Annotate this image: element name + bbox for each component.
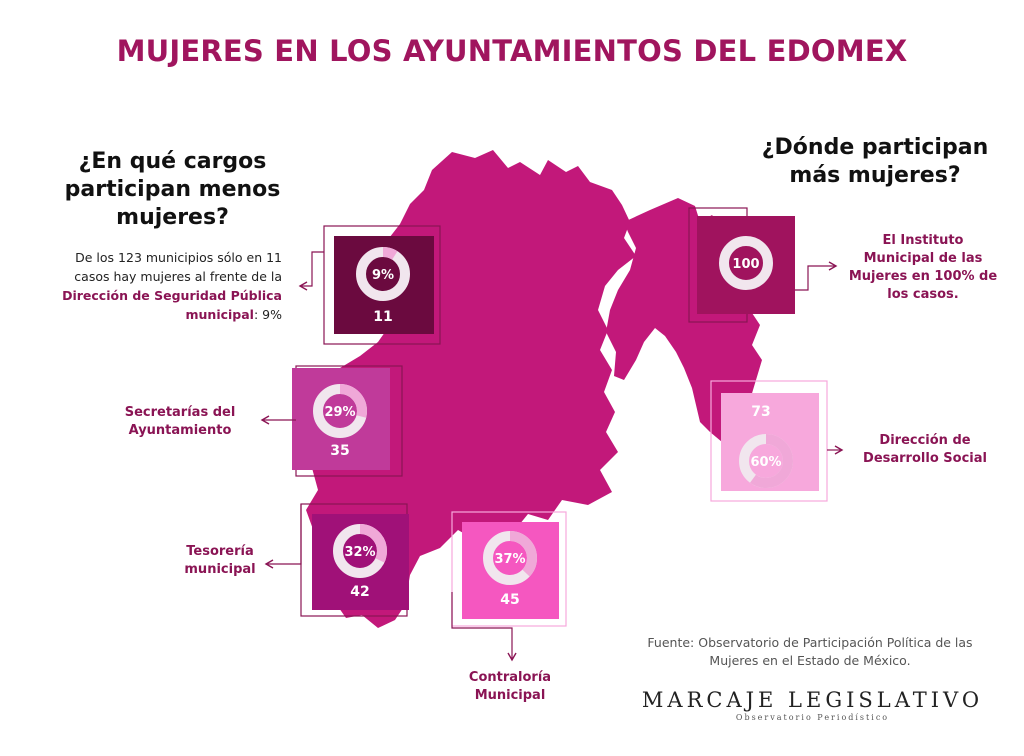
label-line: Dirección de xyxy=(879,433,971,448)
donut-slice xyxy=(333,524,387,578)
card-frame xyxy=(710,380,828,502)
logo: MARCAJE LEGISLATIVO xyxy=(641,688,984,712)
source-note: Fuente: Observatorio de Participación Po… xyxy=(645,634,975,670)
leader-arrow xyxy=(507,652,517,662)
label-line: El Instituto xyxy=(882,233,964,248)
label-line: Secretarías del xyxy=(124,405,236,420)
donut-card-desarrollo: 60% 73 xyxy=(710,380,844,502)
question-right: ¿Dónde participan más mujeres? xyxy=(735,134,1015,190)
leader-line xyxy=(795,265,836,291)
label-line: Desarrollo Social xyxy=(863,451,987,466)
donut-card-contraloria: 37% 45 xyxy=(451,511,567,662)
donut-card-seguridad: 9% 11 xyxy=(298,225,441,345)
label-line: Mujeres en 100% de xyxy=(848,269,998,284)
source-line: Mujeres en el Estado de México. xyxy=(709,653,911,668)
label-desarrollo: Dirección de Desarrollo Social xyxy=(850,432,1000,468)
label-line: Municipal de las xyxy=(863,251,983,266)
donut-card-tesoreria: 32% 42 xyxy=(264,503,409,617)
label-line: Tesorería xyxy=(186,544,254,559)
logo-tagline: Observatorio Periodístico xyxy=(735,713,890,722)
leader-arrow xyxy=(260,415,270,425)
label-secretarias: Secretarías del Ayuntamiento xyxy=(110,404,250,440)
card-frame xyxy=(451,511,567,627)
source-line: Fuente: Observatorio de Participación Po… xyxy=(647,635,973,650)
label-tesoreria: Tesorería municipal xyxy=(160,543,280,579)
donut-card-instituto: 100 xyxy=(688,207,838,323)
leader-line xyxy=(266,504,302,565)
label-line: Municipal xyxy=(474,688,546,703)
card-frame xyxy=(323,225,441,345)
question-left-line: ¿En qué cargos xyxy=(78,149,267,174)
leader-line xyxy=(300,251,324,287)
donut-card-secretarias: 29% 35 xyxy=(260,365,403,477)
donut-slice xyxy=(483,531,537,585)
percent-label: 100 xyxy=(732,257,759,272)
leader-arrow xyxy=(298,281,308,291)
label-line: Contraloría xyxy=(468,670,552,685)
description-line: De los 123 municipios sólo en 11 xyxy=(75,250,282,265)
question-right-line: ¿Dónde participan xyxy=(761,135,989,160)
leader-arrow xyxy=(834,445,844,455)
question-left: ¿En qué cargos participan menos mujeres? xyxy=(50,148,295,232)
label-contraloria: Contraloría Municipal xyxy=(450,669,570,705)
card-background xyxy=(697,216,795,314)
label-instituto: El Instituto Municipal de las Mujeres en… xyxy=(838,232,1008,304)
donut-slice xyxy=(356,247,410,301)
count-label: 45 xyxy=(500,592,519,608)
description-highlight: municipal xyxy=(185,307,254,322)
leader-arrow xyxy=(264,559,274,569)
label-line: municipal xyxy=(184,562,256,577)
leader-line xyxy=(451,592,513,660)
description-line: casos hay mujeres al frente de la xyxy=(74,269,282,284)
edomex-map-west xyxy=(306,150,636,628)
question-left-line: participan menos xyxy=(64,177,281,202)
percent-label: 37% xyxy=(494,552,525,567)
page-title: MUJERES EN LOS AYUNTAMIENTOS DEL EDOMEX xyxy=(116,34,908,68)
question-right-line: más mujeres? xyxy=(789,163,961,188)
percent-label: 60% xyxy=(750,455,781,470)
label-line: Ayuntamiento xyxy=(128,423,232,438)
question-left-line: mujeres? xyxy=(116,205,229,230)
description-suffix: : 9% xyxy=(253,307,282,322)
donut-slice xyxy=(739,434,793,488)
percent-label: 32% xyxy=(344,545,375,560)
count-label: 11 xyxy=(373,309,392,325)
count-label: 42 xyxy=(350,584,369,600)
label-line: los casos. xyxy=(887,287,959,302)
leader-arrow xyxy=(828,261,838,271)
donut-track xyxy=(719,236,773,290)
count-label: 73 xyxy=(751,404,770,420)
percent-label: 29% xyxy=(324,405,355,420)
description-highlight: Dirección de Seguridad Pública xyxy=(62,288,282,303)
count-label: 35 xyxy=(330,443,349,459)
seguridad-description: De los 123 municipios sólo en 11 casos h… xyxy=(30,248,282,324)
donut-slice xyxy=(313,384,367,438)
percent-label: 9% xyxy=(372,268,394,283)
